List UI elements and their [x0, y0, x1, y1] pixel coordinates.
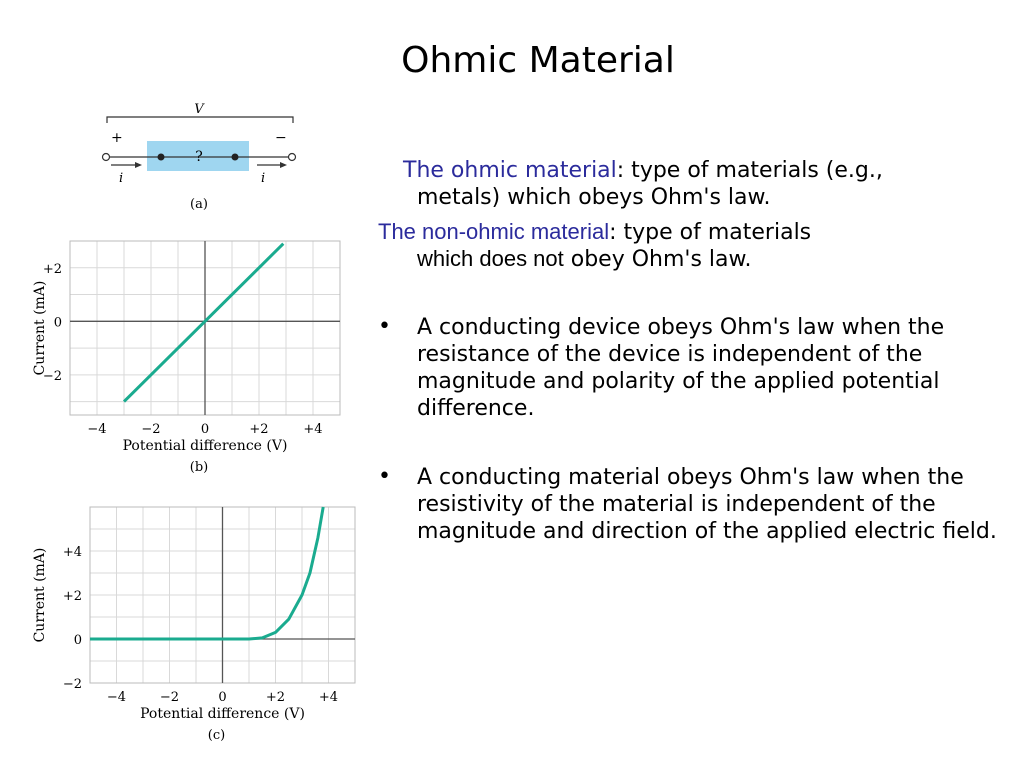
x-tick-label: 0 [201, 422, 209, 437]
y-tick-label: −2 [63, 677, 82, 692]
bullet-text-1: A conducting device obeys Ohm's law when… [417, 315, 945, 421]
terminal-right [287, 152, 297, 162]
chart-caption: (c) [208, 728, 225, 743]
nonohmic-term: The non-ohmic material [378, 219, 610, 244]
x-axis-title: Potential difference (V) [140, 706, 305, 722]
y-axis-title: Current (mA) [32, 281, 48, 376]
terminal-left [101, 152, 111, 162]
y-tick-label: +2 [63, 589, 82, 604]
x-tick-label: +2 [266, 690, 285, 705]
x-tick-label: −4 [107, 690, 126, 705]
nonohmic-definition-line1: The non-ohmic material: type of material… [378, 218, 811, 246]
y-tick-label: 0 [74, 633, 82, 648]
figure-a-circuit: V + − ? i i (a) [101, 102, 297, 212]
x-tick-label: +4 [303, 422, 322, 437]
x-tick-label: 0 [218, 690, 226, 705]
voltage-bracket [106, 116, 294, 123]
nonohmic-text-2a: which does not [417, 246, 564, 271]
y-tick-label: +4 [63, 545, 82, 560]
chart-caption: (b) [190, 460, 208, 475]
x-tick-label: −2 [141, 422, 160, 437]
x-tick-label: +4 [319, 690, 338, 705]
bullet-text-2: A conducting material obeys Ohm's law wh… [417, 465, 997, 544]
voltage-label: V [194, 102, 205, 117]
x-tick-label: −4 [87, 422, 106, 437]
ohmic-text: : type of materials (e.g., [616, 158, 883, 183]
x-tick-label: +2 [249, 422, 268, 437]
minus-sign: − [275, 130, 287, 146]
page-title: Ohmic Material [401, 40, 675, 81]
y-axis-title: Current (mA) [32, 548, 48, 643]
current-label-left: i [119, 171, 123, 186]
ohmic-definition-line2: metals) which obeys Ohm's law. [417, 185, 771, 210]
y-tick-label: +2 [43, 262, 62, 277]
nonohmic-definition-line2: which does not obey Ohm's law. [417, 245, 752, 273]
figure-a-caption: (a) [190, 197, 208, 212]
ohmic-term: The ohmic material [403, 158, 617, 183]
y-tick-label: −2 [43, 369, 62, 384]
nonohmic-text: : type of materials [609, 220, 812, 245]
current-label-right: i [261, 171, 265, 186]
device-label: ? [195, 149, 203, 165]
ohmic-definition-line1: The ohmic material: type of materials (e… [403, 157, 883, 184]
y-tick-label: 0 [54, 315, 62, 330]
plus-sign: + [111, 130, 123, 146]
nonohmic-text-2b: obey Ohm's law. [563, 247, 752, 272]
bullet-symbol-2: • [378, 464, 391, 489]
data-series-line [90, 506, 325, 641]
bullet-symbol-1: • [378, 314, 391, 339]
data-series-line [122, 242, 285, 403]
x-axis-title: Potential difference (V) [123, 438, 288, 454]
x-tick-label: −2 [160, 690, 179, 705]
